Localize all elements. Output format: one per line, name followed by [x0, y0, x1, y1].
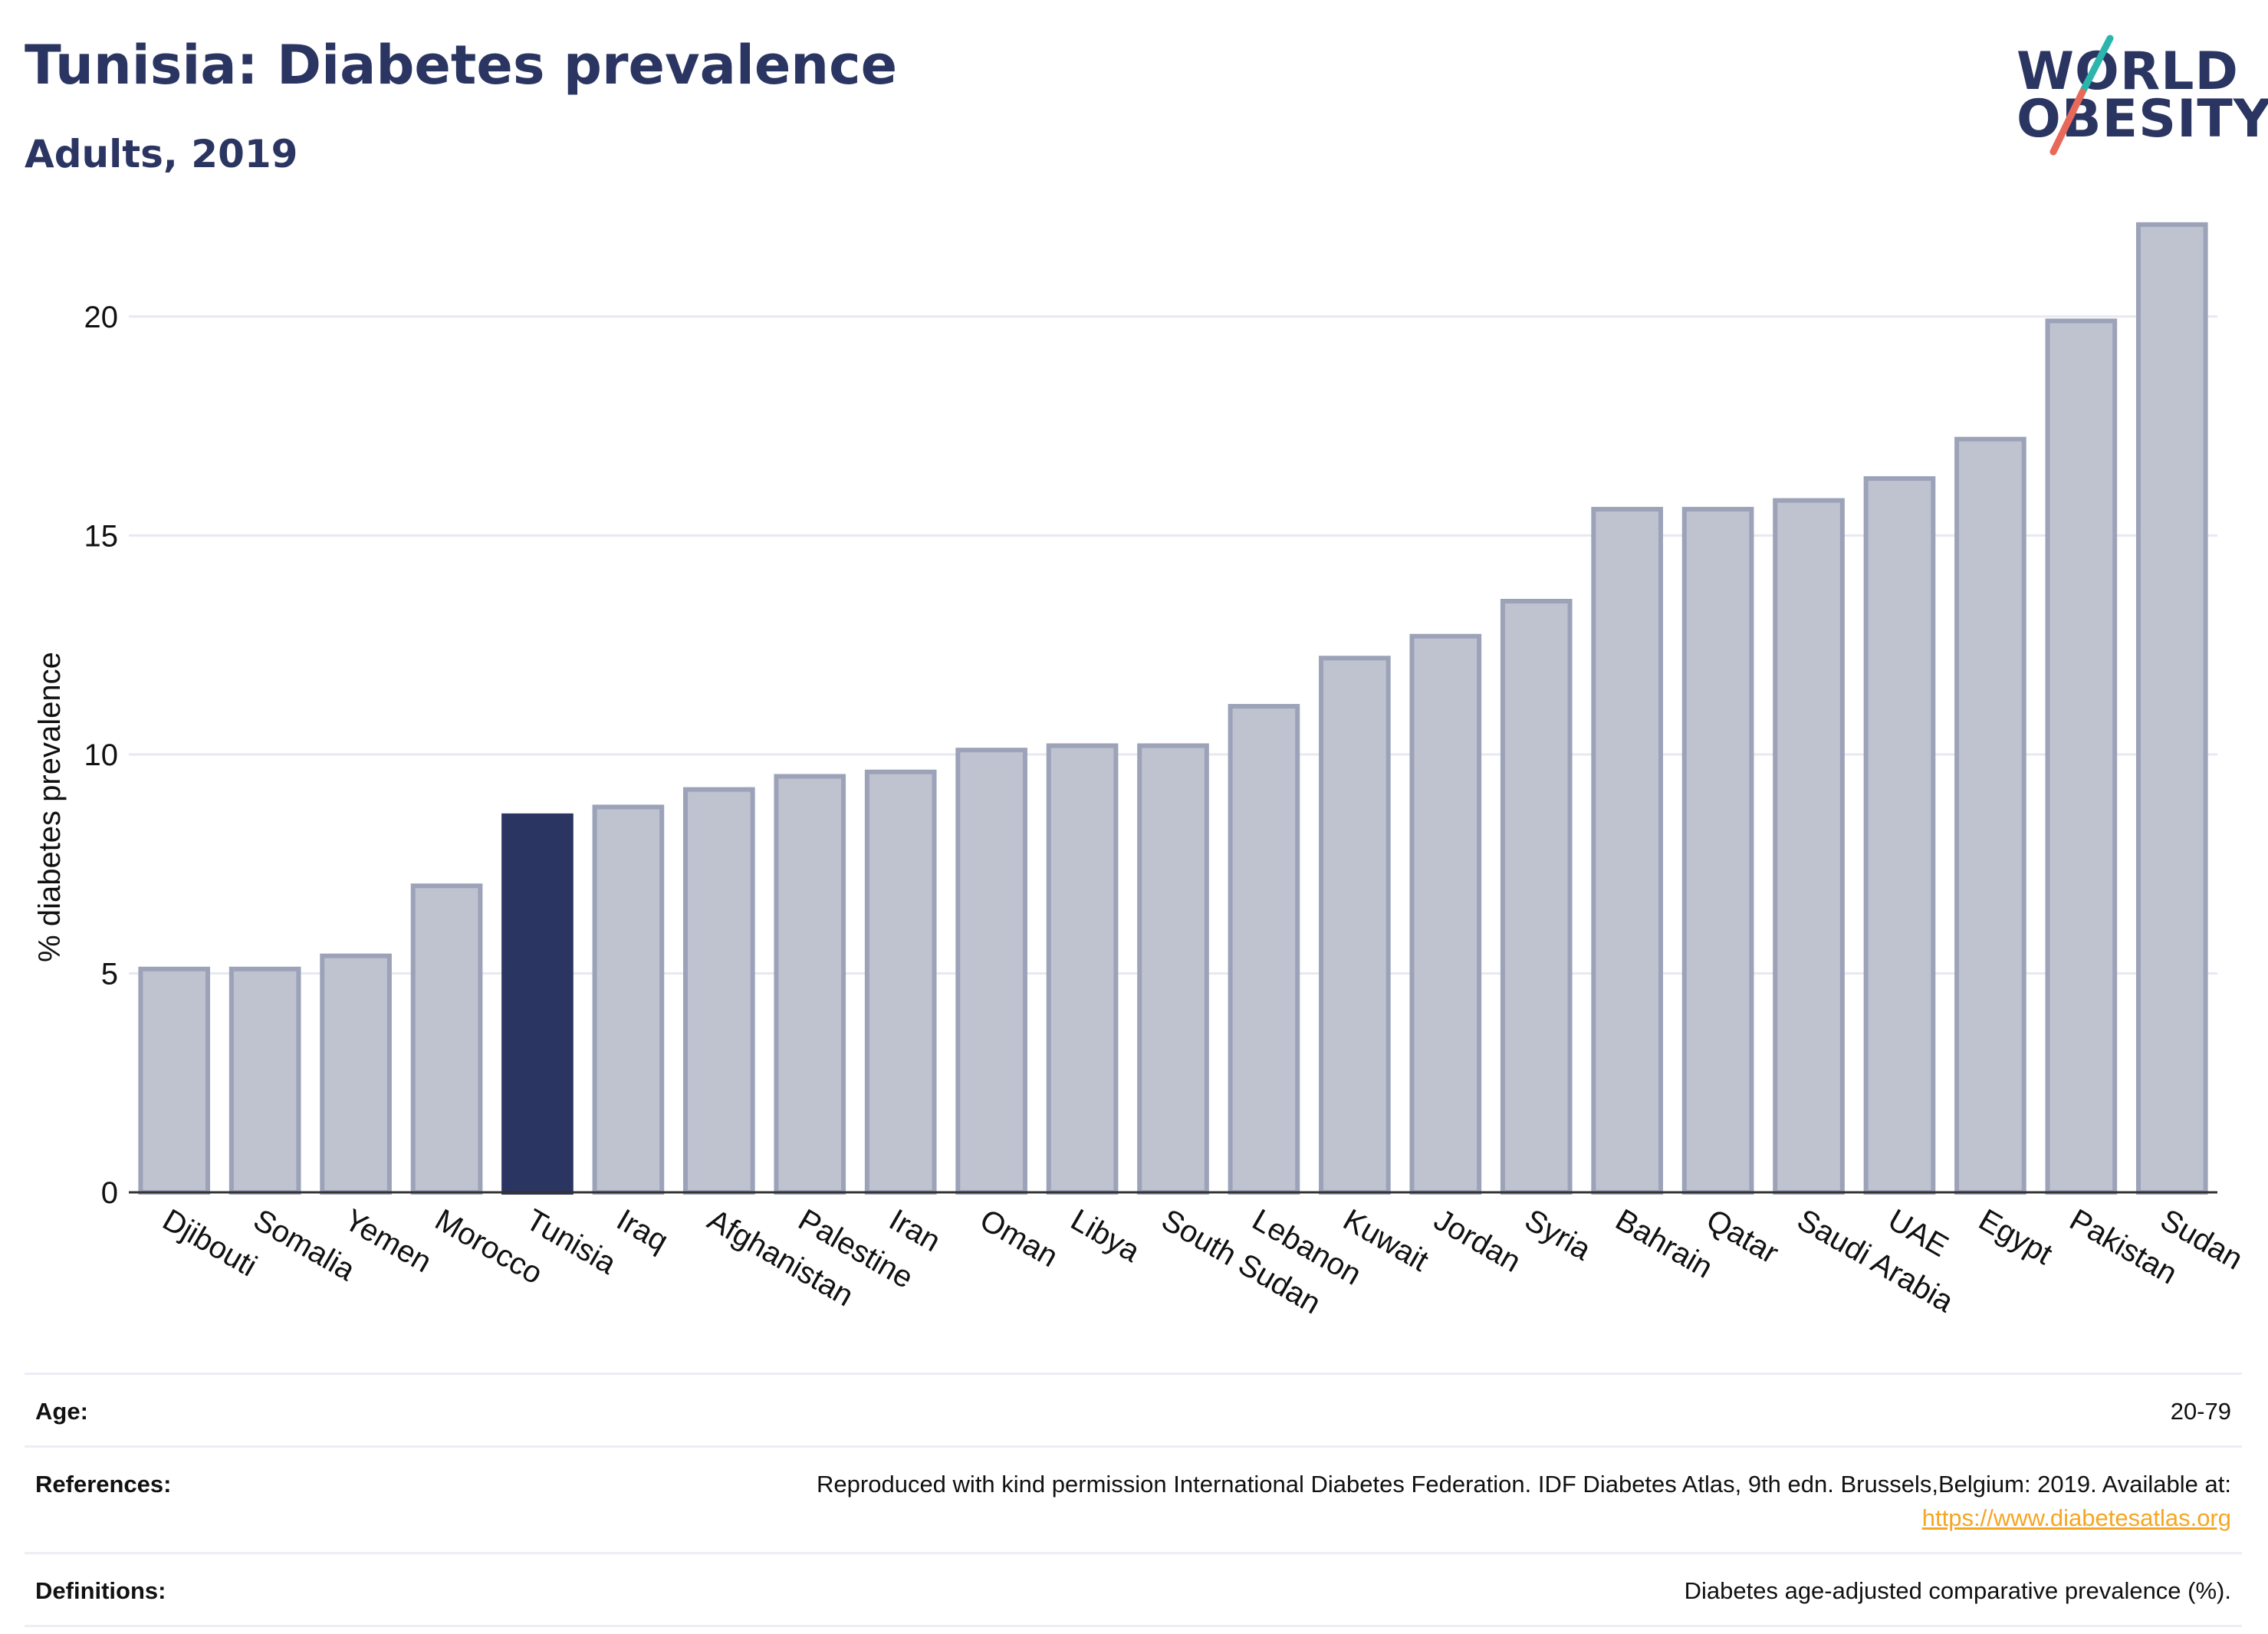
info-row-age: Age: 20-79: [25, 1373, 2242, 1445]
definitions-label: Definitions:: [35, 1577, 166, 1604]
logo-slash-icon: [2049, 35, 2114, 156]
bar-egypt[interactable]: [1954, 436, 2026, 1195]
bar-lebanon[interactable]: [1228, 704, 1300, 1195]
bar-palestine[interactable]: [774, 774, 846, 1195]
bar-uae[interactable]: [1863, 476, 1936, 1195]
x-tick-label: Jordan: [1428, 1203, 1527, 1279]
x-tick-label: Bahrain: [1610, 1203, 1718, 1285]
bar-iran[interactable]: [864, 769, 937, 1195]
bar-djibouti[interactable]: [138, 966, 211, 1195]
bars: [138, 222, 2208, 1195]
x-tick-label: Somalia: [248, 1203, 361, 1288]
bar-somalia[interactable]: [228, 966, 301, 1195]
bar-sudan[interactable]: [2135, 222, 2208, 1195]
x-tick-label: Libya: [1065, 1203, 1146, 1269]
references-value: Reproduced with kind permission Internat…: [817, 1468, 2231, 1535]
y-tick-label: 5: [101, 957, 118, 991]
info-row-references: References: Reproduced with kind permiss…: [25, 1445, 2242, 1552]
bar-syria[interactable]: [1500, 599, 1573, 1195]
bar-morocco[interactable]: [410, 883, 483, 1195]
definitions-value: Diabetes age-adjusted comparative preval…: [1684, 1577, 2231, 1604]
info-table: Age: 20-79 References: Reproduced with k…: [25, 1373, 2242, 1627]
bar-kuwait[interactable]: [1319, 656, 1391, 1195]
bar-chart: 0 5 10 15 20 DjiboutiSomaliaYemenMoroccoTuni…: [33, 222, 2249, 1321]
references-text: Reproduced with kind permission Internat…: [817, 1471, 2231, 1498]
x-tick-label: Syria: [1519, 1203, 1597, 1267]
chart-title: Tunisia: Diabetes prevalence: [25, 34, 898, 97]
bar-south-sudan[interactable]: [1137, 743, 1209, 1195]
age-value: 20-79: [2170, 1398, 2231, 1425]
bar-saudi-arabia[interactable]: [1773, 498, 1845, 1195]
bar-jordan[interactable]: [1409, 633, 1482, 1195]
logo-word-world: WORLD: [2017, 41, 2239, 102]
references-label: References:: [35, 1471, 172, 1498]
info-row-definitions: Definitions: Diabetes age-adjusted compa…: [25, 1552, 2242, 1627]
x-tick-label: Djibouti: [157, 1203, 263, 1284]
y-tick-label: 0: [101, 1176, 118, 1210]
y-tick-label: 20: [84, 301, 119, 334]
y-tick-label: 10: [84, 738, 119, 772]
bar-pakistan[interactable]: [2045, 318, 2118, 1195]
chart-subtitle: Adults, 2019: [25, 132, 298, 176]
world-obesity-logo: WORLD OBESITY: [1994, 31, 2268, 169]
x-tick-label: Oman: [975, 1203, 1063, 1274]
y-axis-title: % diabetes prevalence: [33, 652, 67, 962]
bar-bahrain[interactable]: [1591, 507, 1663, 1195]
x-tick-label: Egypt: [1973, 1203, 2058, 1271]
bar-iraq[interactable]: [592, 804, 665, 1195]
references-link[interactable]: https://www.diabetesatlas.org: [1921, 1504, 2231, 1531]
bar-tunisia[interactable]: [501, 813, 574, 1195]
y-tick-label: 15: [84, 519, 119, 553]
bar-libya[interactable]: [1046, 743, 1119, 1195]
y-tick-labels: 0 5 10 15 20: [84, 301, 119, 1210]
bar-afghanistan[interactable]: [683, 787, 755, 1195]
bar-yemen[interactable]: [320, 953, 392, 1195]
bar-qatar[interactable]: [1681, 507, 1754, 1195]
bar-oman[interactable]: [955, 748, 1027, 1195]
age-label: Age:: [35, 1398, 88, 1425]
